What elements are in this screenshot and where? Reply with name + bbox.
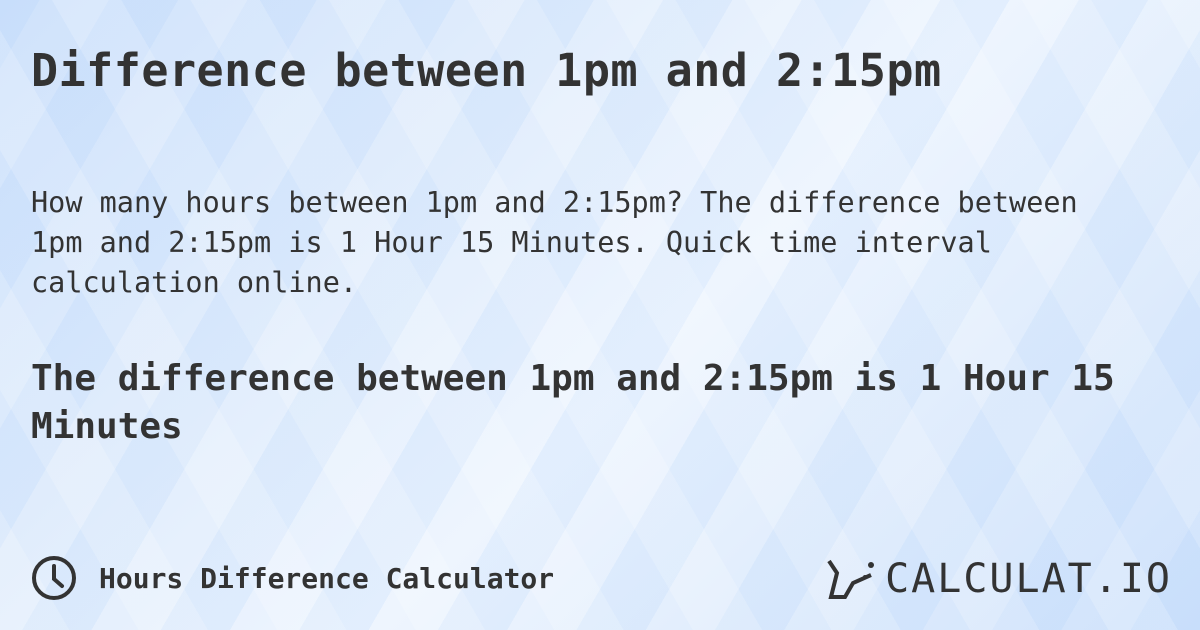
logo: CALCULAT.IO [825,556,1172,602]
magic-wand-hand-icon [827,559,875,599]
description: How many hours between 1pm and 2:15pm? T… [31,186,1078,299]
logo-text: CALCULAT.IO [885,556,1172,602]
page-title: Difference between 1pm and 2:15pm [31,44,942,97]
clock-icon [32,556,76,600]
footer: Hours Difference Calculator [31,555,554,601]
footer-label: Hours Difference Calculator [99,561,555,595]
answer: The difference between 1pm and 2:15pm is… [31,358,1115,447]
